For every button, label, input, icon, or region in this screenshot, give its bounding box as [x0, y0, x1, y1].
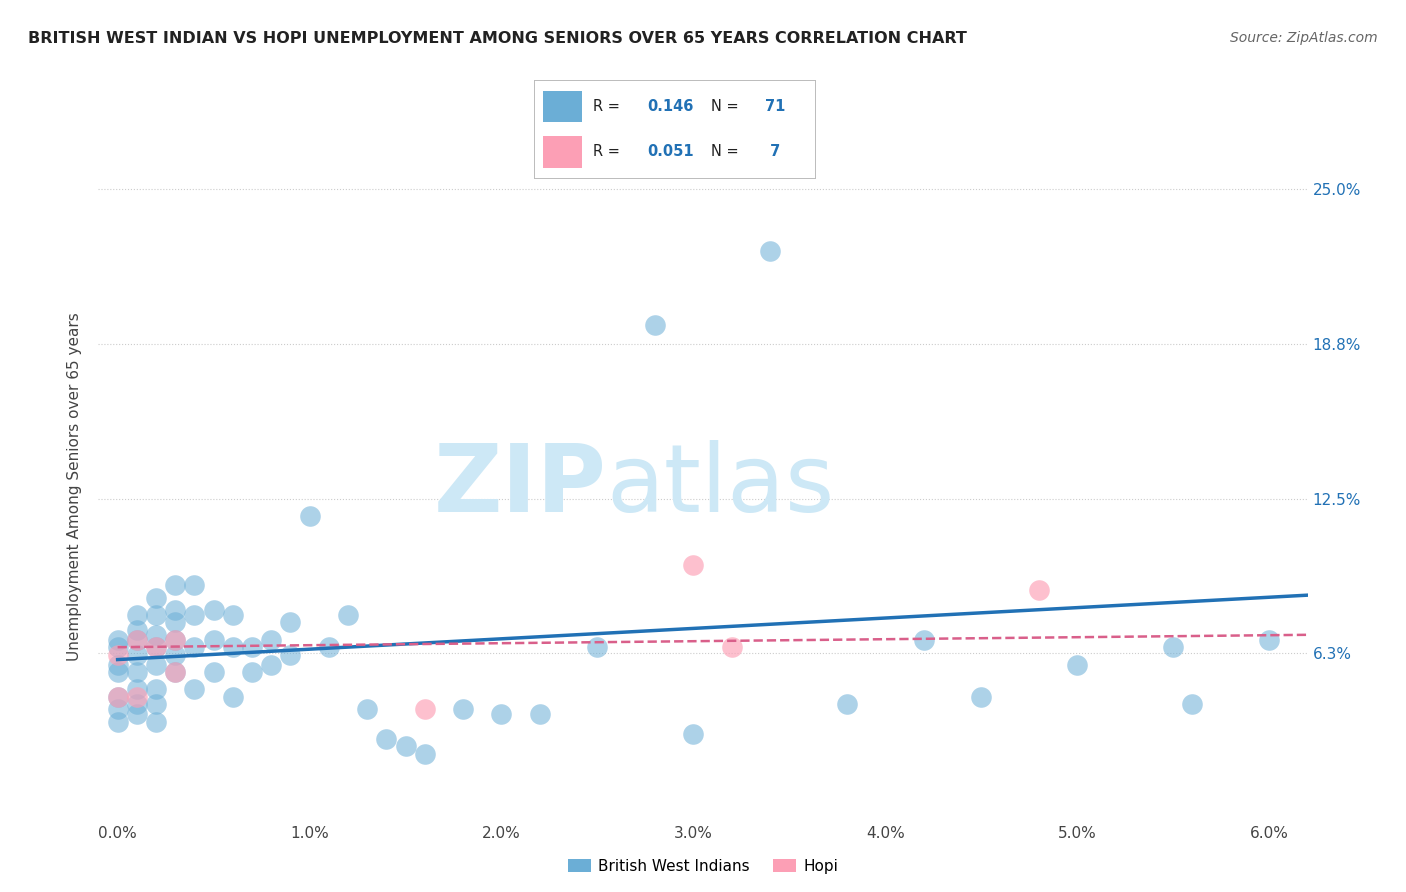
Point — [165, 665, 187, 679]
Legend: British West Indians, Hopi: British West Indians, Hopi — [561, 853, 845, 880]
Point — [165, 603, 187, 617]
Point — [125, 632, 148, 647]
Point — [145, 714, 167, 729]
Point — [1066, 657, 1088, 672]
Point — [183, 640, 205, 655]
Point — [529, 707, 551, 722]
Point — [202, 665, 225, 679]
Point — [145, 607, 167, 622]
Point — [125, 665, 148, 679]
Point — [125, 682, 148, 697]
Point — [165, 648, 187, 662]
Point — [835, 697, 858, 711]
Bar — [543, 91, 582, 122]
Point — [1181, 697, 1204, 711]
Point — [222, 640, 245, 655]
Point — [280, 615, 302, 630]
Point — [145, 628, 167, 642]
Point — [240, 640, 263, 655]
Text: ZIP: ZIP — [433, 440, 606, 533]
Point — [107, 640, 129, 655]
Point — [720, 640, 742, 655]
Point — [125, 607, 148, 622]
Point — [260, 657, 283, 672]
Text: R =: R = — [593, 145, 624, 160]
Text: R =: R = — [593, 99, 624, 114]
Point — [413, 747, 436, 761]
Text: Source: ZipAtlas.com: Source: ZipAtlas.com — [1230, 31, 1378, 45]
Point — [586, 640, 609, 655]
Point — [183, 578, 205, 592]
Point — [413, 702, 436, 716]
Text: 0.051: 0.051 — [647, 145, 693, 160]
Point — [165, 578, 187, 592]
Point — [107, 714, 129, 729]
Point — [222, 607, 245, 622]
Point — [759, 244, 782, 258]
Point — [125, 707, 148, 722]
Point — [107, 702, 129, 716]
Point — [165, 632, 187, 647]
Point — [165, 615, 187, 630]
Point — [394, 739, 416, 754]
Point — [183, 607, 205, 622]
Point — [125, 648, 148, 662]
Point — [644, 318, 666, 332]
Point — [318, 640, 340, 655]
Point — [240, 665, 263, 679]
Text: atlas: atlas — [606, 440, 835, 533]
Point — [970, 690, 993, 704]
Point — [107, 648, 129, 662]
Text: N =: N = — [711, 99, 744, 114]
Point — [145, 640, 167, 655]
Point — [125, 623, 148, 637]
Point — [222, 690, 245, 704]
Point — [1258, 632, 1281, 647]
Point — [375, 731, 398, 746]
Point — [125, 632, 148, 647]
Y-axis label: Unemployment Among Seniors over 65 years: Unemployment Among Seniors over 65 years — [67, 312, 83, 660]
Point — [682, 727, 704, 741]
Point — [165, 665, 187, 679]
Point — [1028, 583, 1050, 598]
Text: 71: 71 — [765, 99, 785, 114]
Point — [336, 607, 359, 622]
Point — [107, 665, 129, 679]
Point — [280, 648, 302, 662]
Text: BRITISH WEST INDIAN VS HOPI UNEMPLOYMENT AMONG SENIORS OVER 65 YEARS CORRELATION: BRITISH WEST INDIAN VS HOPI UNEMPLOYMENT… — [28, 31, 967, 46]
Point — [451, 702, 474, 716]
Point — [145, 591, 167, 605]
Point — [1161, 640, 1184, 655]
Point — [107, 690, 129, 704]
Point — [145, 657, 167, 672]
Point — [202, 603, 225, 617]
Text: N =: N = — [711, 145, 744, 160]
Point — [298, 508, 321, 523]
Point — [356, 702, 378, 716]
Point — [912, 632, 935, 647]
Bar — [543, 136, 582, 168]
Text: 0.146: 0.146 — [647, 99, 693, 114]
Point — [125, 697, 148, 711]
Point — [260, 632, 283, 647]
Text: 7: 7 — [765, 145, 780, 160]
Point — [125, 690, 148, 704]
Point — [145, 697, 167, 711]
Point — [682, 558, 704, 573]
Point — [107, 632, 129, 647]
Point — [145, 640, 167, 655]
Point — [183, 682, 205, 697]
Point — [145, 682, 167, 697]
Point — [202, 632, 225, 647]
Point — [107, 690, 129, 704]
Point — [107, 657, 129, 672]
Point — [165, 632, 187, 647]
Point — [491, 707, 513, 722]
